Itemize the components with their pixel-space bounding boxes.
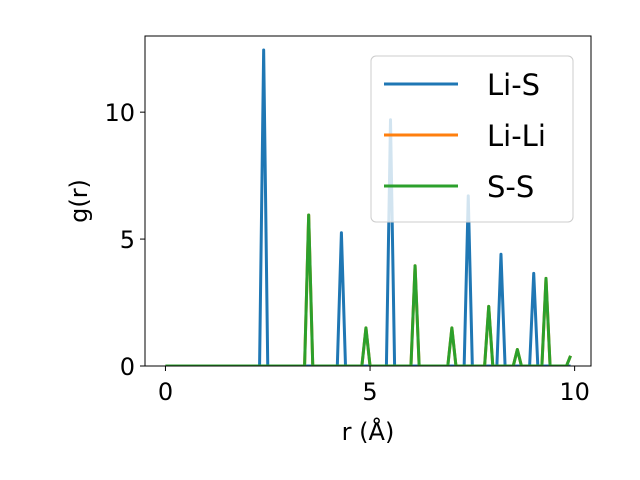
y-axis-ticks: 0 5 10 — [104, 99, 145, 381]
legend-label-2: S-S — [487, 170, 534, 204]
y-tick-label-0: 0 — [120, 353, 135, 381]
legend-label-0: Li-S — [487, 68, 540, 102]
series-line-2 — [165, 213, 572, 366]
x-tick-label-2: 10 — [559, 378, 590, 406]
y-tick-label-1: 5 — [120, 226, 135, 254]
y-axis-label: g(r) — [65, 179, 93, 223]
series-layer — [165, 48, 572, 366]
legend-box — [370, 55, 574, 223]
x-tick-label-0: 0 — [158, 378, 173, 406]
plot-frame — [144, 35, 592, 367]
legend-label-1: Li-Li — [487, 119, 546, 153]
legend: Li-S Li-Li S-S — [370, 55, 574, 223]
x-axis-ticks: 0 5 10 — [158, 366, 590, 406]
x-axis-label: r (Å) — [342, 417, 395, 446]
y-tick-label-2: 10 — [104, 99, 135, 127]
x-tick-label-1: 5 — [362, 378, 377, 406]
